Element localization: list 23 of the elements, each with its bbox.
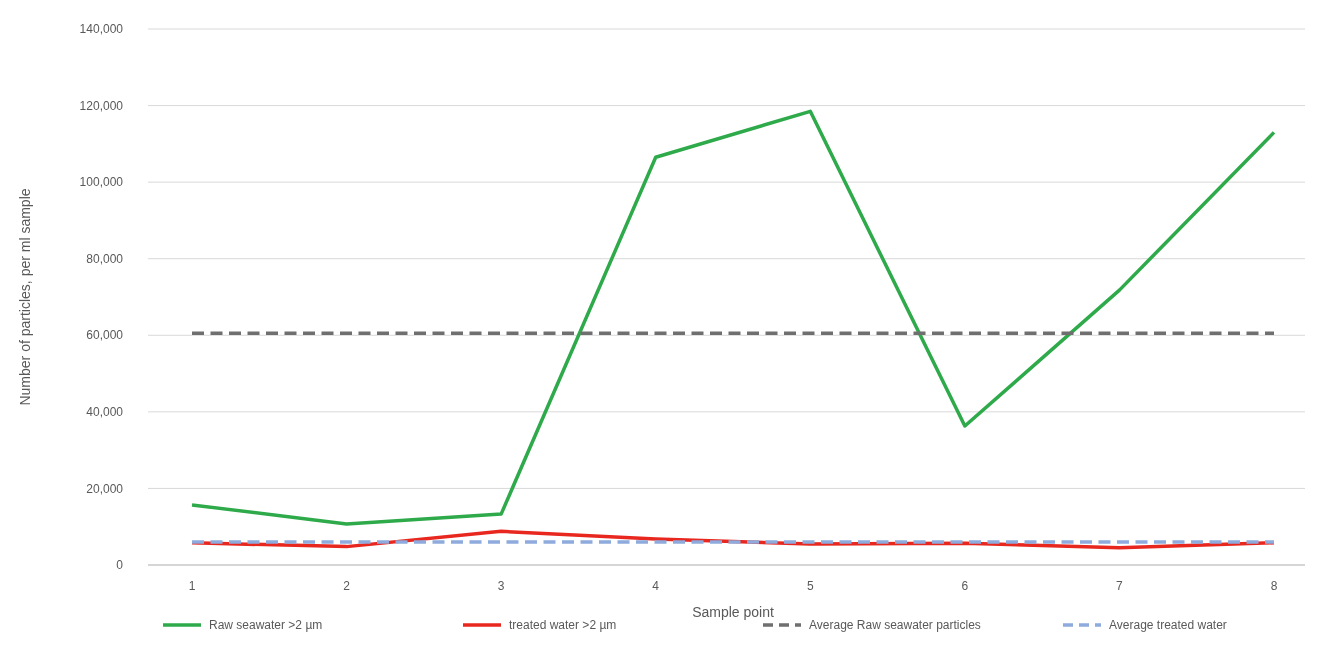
legend-label: Raw seawater >2 µm <box>209 618 323 633</box>
legend-label: Average Raw seawater particles <box>809 618 981 633</box>
y-tick-label: 140,000 <box>79 22 124 37</box>
x-tick-label: 3 <box>497 579 505 593</box>
legend-label: treated water >2 µm <box>509 618 617 633</box>
y-tick-label: 100,000 <box>79 175 124 190</box>
y-tick-label: 60,000 <box>86 328 124 343</box>
x-tick-label: 6 <box>961 579 969 593</box>
x-tick-label: 7 <box>1116 579 1124 593</box>
x-tick-label: 2 <box>343 579 351 593</box>
y-axis-title: Number of particles, per ml sample <box>17 188 33 406</box>
y-tick-label: 120,000 <box>79 98 124 113</box>
x-tick-label: 5 <box>806 579 814 593</box>
y-tick-label: 20,000 <box>86 481 124 496</box>
legend-label: Average treated water <box>1109 618 1227 633</box>
x-tick-label: 1 <box>188 579 196 593</box>
x-tick-label: 4 <box>652 579 660 593</box>
y-tick-label: 0 <box>116 558 124 573</box>
y-tick-label: 80,000 <box>86 251 124 266</box>
x-axis-title: Sample point <box>692 604 774 620</box>
y-tick-label: 40,000 <box>86 405 124 420</box>
x-tick-label: 8 <box>1270 579 1278 593</box>
line-series <box>190 109 1276 526</box>
